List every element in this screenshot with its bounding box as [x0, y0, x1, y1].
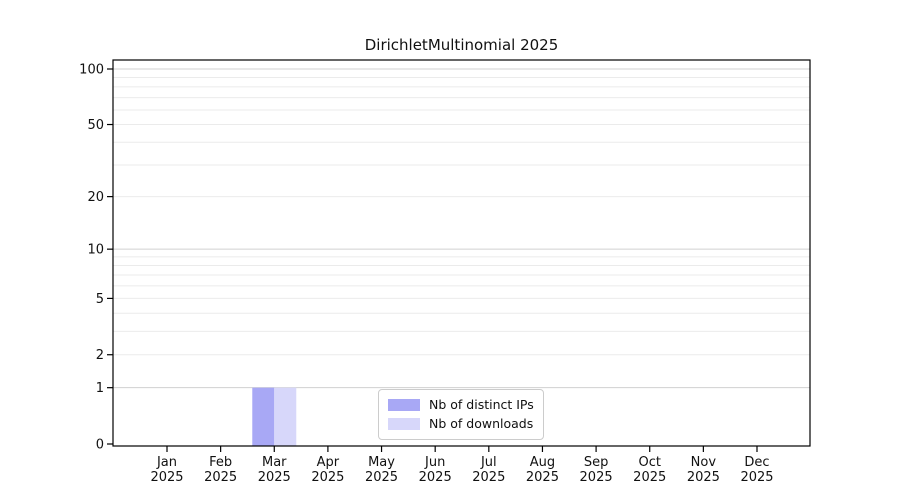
legend-label-distinct-ips: Nb of distinct IPs [429, 397, 534, 412]
x-tick-label-month: Jun [424, 455, 445, 470]
x-tick-label-month: Mar [262, 455, 287, 470]
x-tick-label-month: Nov [691, 455, 717, 470]
x-tick-label-month: Oct [638, 455, 660, 470]
x-tick-label-year: 2025 [365, 470, 398, 485]
x-tick-label-month: Jul [480, 455, 497, 470]
y-tick-label: 2 [96, 348, 104, 363]
bar-0 [252, 387, 275, 446]
x-tick-label-year: 2025 [311, 470, 344, 485]
y-tick-label: 100 [79, 63, 104, 78]
legend-label-downloads: Nb of downloads [429, 416, 534, 431]
x-tick-label-year: 2025 [580, 470, 613, 485]
y-tick-label: 20 [87, 190, 104, 205]
x-tick-label-month: Aug [530, 455, 555, 470]
plot-frame [112, 59, 811, 447]
x-tick-label-month: Jan [156, 455, 177, 470]
x-tick-label-year: 2025 [740, 470, 773, 485]
y-tick-label: 1 [96, 381, 104, 396]
x-tick-label-month: Feb [209, 455, 232, 470]
x-tick-label-year: 2025 [472, 470, 505, 485]
x-tick-label-year: 2025 [633, 470, 666, 485]
x-tick-label-month: Sep [584, 455, 609, 470]
x-tick-label-month: Apr [317, 455, 340, 470]
x-tick-label-year: 2025 [258, 470, 291, 485]
legend-item-downloads: Nb of downloads [388, 414, 534, 433]
y-tick-label: 10 [87, 243, 104, 258]
y-tick-label: 50 [87, 118, 104, 133]
legend-item-distinct-ips: Nb of distinct IPs [388, 395, 534, 414]
x-tick-label-year: 2025 [419, 470, 452, 485]
x-tick-label-year: 2025 [150, 470, 183, 485]
legend-swatch-distinct-ips [388, 398, 420, 411]
y-tick-label: 0 [96, 438, 104, 453]
legend: Nb of distinct IPs Nb of downloads [378, 389, 544, 440]
x-tick-label-month: Dec [744, 455, 769, 470]
x-tick-label-month: May [368, 455, 395, 470]
legend-swatch-downloads [388, 417, 420, 430]
x-tick-label-year: 2025 [687, 470, 720, 485]
bar-1 [274, 387, 297, 446]
y-tick-label: 5 [96, 292, 104, 307]
chart-title: DirichletMultinomial 2025 [364, 36, 559, 54]
x-tick-label-year: 2025 [526, 470, 559, 485]
x-tick-label-year: 2025 [204, 470, 237, 485]
